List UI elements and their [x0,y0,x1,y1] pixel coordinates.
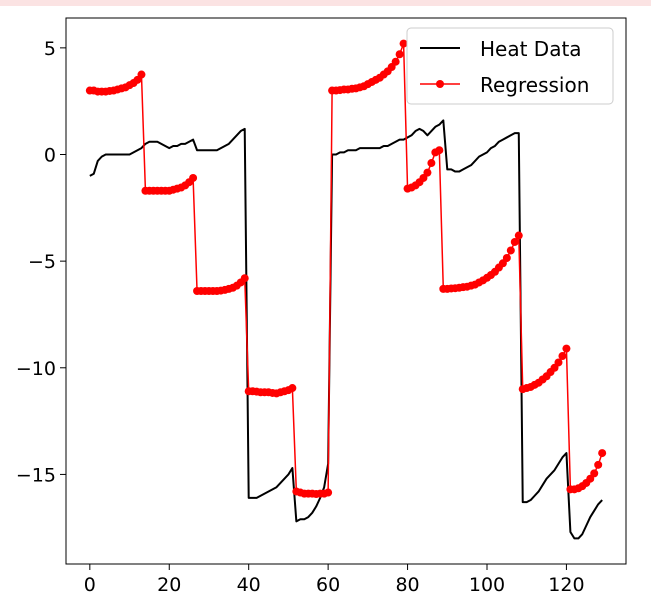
series-line-heat-data [89,119,603,540]
series-point-regression [189,173,198,182]
series-point-regression [562,344,571,353]
data-layer [85,39,607,540]
series-point-regression [590,469,599,478]
plot-area [66,18,626,564]
y-tick-label: −5 [28,251,56,273]
series-point-regression [240,274,249,283]
axes-frame [65,17,627,565]
series-point-regression [598,449,607,458]
series-point-regression [558,352,567,361]
y-tick-label: −10 [16,358,56,380]
x-axis: 0 20 40 60 80 100 120 [84,564,585,596]
y-axis: 5 0 −5 −10 −15 [16,38,66,486]
legend-label-regression: Regression [480,73,589,97]
y-tick-label: −15 [16,464,56,486]
series-point-regression [594,460,603,469]
top-band [0,0,651,6]
series-point-regression [554,358,563,367]
y-tick-label: 5 [44,38,56,60]
series-point-regression [288,384,297,393]
x-tick-label: 100 [469,574,505,596]
series-point-regression [399,39,408,48]
series-point-regression [137,70,146,79]
series-point-regression [395,50,404,59]
legend-marker-regression [436,80,444,88]
series-point-regression [324,488,333,497]
series-point-regression [427,159,436,168]
series-point-regression [502,253,511,262]
x-tick-label: 0 [84,574,96,596]
x-tick-label: 60 [316,574,340,596]
series-point-regression [391,57,400,66]
x-tick-label: 20 [157,574,181,596]
x-tick-label: 80 [395,574,419,596]
legend: Heat Data Regression [406,27,614,105]
y-tick-label: 0 [44,145,56,167]
legend-label-heat-data: Heat Data [480,37,582,61]
series-point-regression [506,246,515,255]
series-point-regression [435,146,444,155]
series-point-regression [514,231,523,240]
x-tick-label: 40 [237,574,261,596]
series-point-regression [423,168,432,177]
x-tick-label: 120 [548,574,584,596]
series-point-regression [510,237,519,246]
